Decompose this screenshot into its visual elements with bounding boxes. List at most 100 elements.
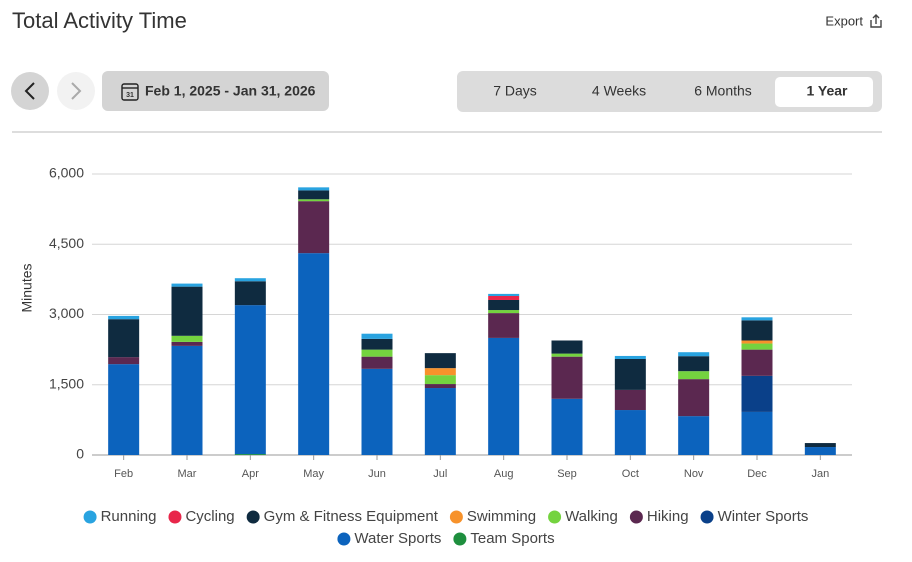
y-tick-label: 1,500 — [49, 375, 84, 391]
bar-segment — [804, 447, 836, 455]
bar-segment — [361, 338, 393, 350]
bar-segment — [741, 343, 773, 350]
prev-icon — [24, 82, 35, 100]
legend-label: Winter Sports — [718, 508, 809, 525]
bar-segment — [678, 416, 710, 455]
bar-segment — [361, 349, 393, 357]
bar-segment — [741, 320, 773, 341]
bar-segment — [361, 368, 393, 455]
legend-marker — [337, 532, 351, 546]
x-tick-label: Jan — [811, 468, 829, 480]
x-tick-label: Apr — [242, 468, 259, 480]
bar-segment — [424, 388, 456, 455]
bar-segment — [298, 187, 330, 191]
bar-segment — [488, 293, 520, 297]
bar-segment — [424, 353, 456, 369]
bar-segment — [298, 190, 330, 200]
x-tick-label: Sep — [557, 468, 577, 480]
date-range-button[interactable] — [102, 71, 329, 111]
bar-segment — [234, 278, 266, 282]
bar-segment — [614, 410, 646, 455]
legend-label: Running — [101, 508, 157, 525]
legend-marker — [629, 510, 643, 524]
bar-segment — [424, 375, 456, 385]
bar-segment — [108, 364, 140, 455]
x-tick-label: Mar — [178, 468, 197, 480]
period-option[interactable]: 1 Year — [806, 83, 848, 99]
bar-segment — [551, 340, 583, 354]
bar-segment — [551, 356, 583, 399]
x-tick-label: Feb — [114, 468, 133, 480]
legend-label: Cycling — [185, 508, 234, 525]
x-tick-label: Dec — [747, 468, 767, 480]
bar-segment — [741, 375, 773, 412]
legend-label: Swimming — [467, 508, 536, 525]
bar-segment — [171, 335, 203, 342]
bar-segment — [108, 315, 140, 320]
bar-segment — [741, 340, 773, 344]
bar-segment — [298, 253, 330, 455]
x-tick-label: Nov — [684, 468, 704, 480]
bar-segment — [424, 384, 456, 389]
bar-segment — [678, 352, 710, 357]
x-tick-label: May — [303, 468, 324, 480]
period-selected — [775, 77, 873, 107]
legend-marker — [168, 510, 182, 524]
date-range-label: Feb 1, 2025 - Jan 31, 2026 — [145, 83, 316, 99]
bar-segment — [488, 337, 520, 455]
bar-segment — [614, 355, 646, 359]
page-title: Total Activity Time — [12, 8, 187, 33]
bar-segment — [234, 454, 266, 455]
legend-label: Water Sports — [354, 530, 441, 547]
bar-segment — [361, 356, 393, 369]
next-icon — [71, 82, 82, 100]
bar-segment — [678, 379, 710, 417]
y-axis-label: Minutes — [19, 263, 35, 312]
bar-segment — [614, 389, 646, 411]
bar-segment — [298, 199, 330, 202]
legend-marker — [453, 532, 467, 546]
x-tick-label: Oct — [622, 468, 639, 480]
period-option[interactable]: 4 Weeks — [592, 83, 646, 99]
export-icon[interactable] — [870, 14, 882, 28]
bar-segment — [108, 319, 140, 358]
bar-segment — [678, 356, 710, 372]
legend-marker — [449, 510, 463, 524]
bar-segment — [488, 313, 520, 338]
bar-segment — [298, 201, 330, 254]
calendar-day: 31 — [126, 92, 134, 99]
legend-label: Gym & Fitness Equipment — [264, 508, 439, 525]
legend-marker — [700, 510, 714, 524]
legend-label: Walking — [565, 508, 618, 525]
prev-button[interactable] — [11, 72, 49, 110]
y-tick-label: 3,000 — [49, 305, 84, 321]
export-button[interactable]: Export — [825, 13, 863, 28]
legend-marker — [548, 510, 562, 524]
bar-segment — [551, 353, 583, 357]
bar-segment — [488, 296, 520, 300]
bar-segment — [234, 281, 266, 306]
x-tick-label: Aug — [494, 468, 514, 480]
period-option[interactable]: 7 Days — [493, 83, 537, 99]
legend-marker — [246, 510, 260, 524]
y-tick-label: 6,000 — [49, 165, 84, 181]
next-button[interactable] — [57, 72, 95, 110]
bar-segment — [171, 345, 203, 455]
x-tick-label: Jul — [433, 468, 447, 480]
y-tick-label: 0 — [76, 446, 84, 462]
calendar-icon — [121, 83, 139, 101]
legend-label: Hiking — [647, 508, 689, 525]
bar-segment — [171, 283, 203, 287]
bar-segment — [741, 317, 773, 321]
y-tick-label: 4,500 — [49, 235, 84, 251]
period-option[interactable]: 6 Months — [694, 83, 752, 99]
bar-segment — [678, 371, 710, 380]
bar-segment — [108, 357, 140, 365]
bar-segment — [804, 443, 836, 448]
bar-segment — [741, 411, 773, 455]
legend-marker — [83, 510, 97, 524]
legend-label: Team Sports — [470, 530, 554, 547]
bar-segment — [741, 349, 773, 376]
